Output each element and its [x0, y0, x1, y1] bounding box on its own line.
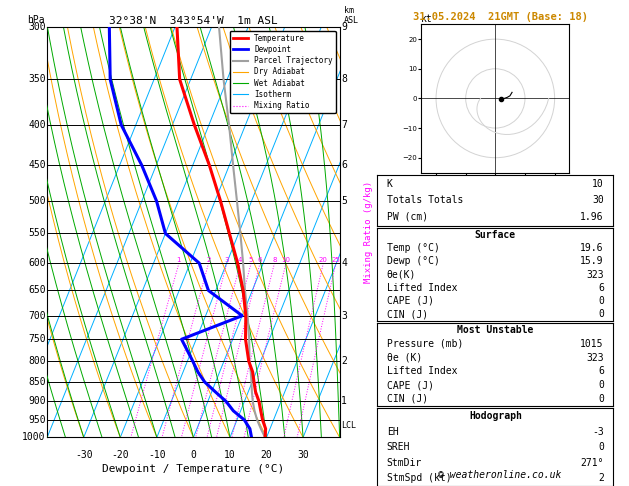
Text: 450: 450 — [28, 160, 46, 170]
Text: Mixing Ratio (g/kg): Mixing Ratio (g/kg) — [364, 181, 374, 283]
Text: PW (cm): PW (cm) — [387, 212, 428, 222]
Text: 20: 20 — [260, 450, 272, 460]
Text: 5: 5 — [341, 196, 347, 206]
Text: CAPE (J): CAPE (J) — [387, 296, 434, 306]
Text: CAPE (J): CAPE (J) — [387, 380, 434, 390]
Text: 323: 323 — [586, 270, 604, 279]
Text: StmSpd (kt): StmSpd (kt) — [387, 473, 452, 483]
Text: 271°: 271° — [581, 458, 604, 468]
Text: -3: -3 — [592, 427, 604, 436]
Text: © weatheronline.co.uk: © weatheronline.co.uk — [438, 470, 562, 480]
Text: 25: 25 — [331, 257, 340, 263]
Text: 20: 20 — [319, 257, 328, 263]
Text: Hodograph: Hodograph — [469, 411, 522, 421]
Text: 10: 10 — [281, 257, 291, 263]
Text: Most Unstable: Most Unstable — [457, 325, 533, 335]
Text: 1000: 1000 — [22, 433, 46, 442]
Text: 8: 8 — [341, 74, 347, 84]
Text: 2: 2 — [206, 257, 211, 263]
Text: 0: 0 — [598, 394, 604, 404]
Text: 4: 4 — [238, 257, 243, 263]
Text: 3: 3 — [341, 311, 347, 321]
Text: K: K — [387, 179, 392, 189]
Text: 0: 0 — [598, 296, 604, 306]
Text: 0: 0 — [598, 442, 604, 452]
Text: 0: 0 — [598, 309, 604, 319]
Text: 700: 700 — [28, 311, 46, 321]
Text: Pressure (mb): Pressure (mb) — [387, 339, 463, 349]
Text: 7: 7 — [341, 120, 347, 130]
Text: Temp (°C): Temp (°C) — [387, 243, 440, 253]
Text: Lifted Index: Lifted Index — [387, 366, 457, 376]
Text: SREH: SREH — [387, 442, 410, 452]
Text: 550: 550 — [28, 228, 46, 239]
Text: 850: 850 — [28, 377, 46, 387]
Text: 800: 800 — [28, 356, 46, 366]
Text: 10: 10 — [224, 450, 236, 460]
Text: 9: 9 — [341, 22, 347, 32]
Text: θe (K): θe (K) — [387, 353, 422, 363]
Text: 3: 3 — [225, 257, 229, 263]
Text: 0: 0 — [191, 450, 196, 460]
Text: Surface: Surface — [475, 230, 516, 240]
Text: 19.6: 19.6 — [581, 243, 604, 253]
Text: Dewp (°C): Dewp (°C) — [387, 257, 440, 266]
Text: 15.9: 15.9 — [581, 257, 604, 266]
Legend: Temperature, Dewpoint, Parcel Trajectory, Dry Adiabat, Wet Adiabat, Isotherm, Mi: Temperature, Dewpoint, Parcel Trajectory… — [230, 31, 336, 113]
Text: 10: 10 — [592, 179, 604, 189]
Text: 6: 6 — [598, 283, 604, 293]
Text: CIN (J): CIN (J) — [387, 394, 428, 404]
Text: -10: -10 — [148, 450, 165, 460]
Text: 4: 4 — [341, 258, 347, 268]
Text: EH: EH — [387, 427, 399, 436]
Text: CIN (J): CIN (J) — [387, 309, 428, 319]
Text: 6: 6 — [598, 366, 604, 376]
Text: 350: 350 — [28, 74, 46, 84]
Text: 1: 1 — [341, 397, 347, 406]
Text: Dewpoint / Temperature (°C): Dewpoint / Temperature (°C) — [103, 464, 284, 474]
Text: 900: 900 — [28, 397, 46, 406]
Text: LCL: LCL — [341, 421, 356, 430]
Text: 1.96: 1.96 — [581, 212, 604, 222]
Text: 500: 500 — [28, 196, 46, 206]
Text: -30: -30 — [75, 450, 92, 460]
Text: 30: 30 — [592, 195, 604, 206]
Text: 2: 2 — [598, 473, 604, 483]
Text: θe(K): θe(K) — [387, 270, 416, 279]
Text: 300: 300 — [28, 22, 46, 32]
Text: 650: 650 — [28, 285, 46, 295]
Text: kt: kt — [421, 14, 433, 24]
Text: 1015: 1015 — [581, 339, 604, 349]
Text: 1: 1 — [177, 257, 181, 263]
Text: 6: 6 — [341, 160, 347, 170]
Text: 2: 2 — [341, 356, 347, 366]
Text: 950: 950 — [28, 415, 46, 425]
Text: Totals Totals: Totals Totals — [387, 195, 463, 206]
Text: 750: 750 — [28, 334, 46, 344]
Text: 30: 30 — [298, 450, 309, 460]
Text: 400: 400 — [28, 120, 46, 130]
Text: 5: 5 — [249, 257, 253, 263]
Text: 0: 0 — [598, 380, 604, 390]
Text: StmDir: StmDir — [387, 458, 422, 468]
Text: 6: 6 — [258, 257, 262, 263]
Text: 323: 323 — [586, 353, 604, 363]
Text: -20: -20 — [111, 450, 129, 460]
Title: 32°38'N  343°54'W  1m ASL: 32°38'N 343°54'W 1m ASL — [109, 16, 278, 26]
Text: 600: 600 — [28, 258, 46, 268]
Text: km
ASL: km ASL — [344, 6, 359, 25]
Text: Lifted Index: Lifted Index — [387, 283, 457, 293]
Text: hPa: hPa — [26, 15, 44, 25]
Text: 31.05.2024  21GMT (Base: 18): 31.05.2024 21GMT (Base: 18) — [413, 12, 587, 22]
Text: 8: 8 — [272, 257, 277, 263]
